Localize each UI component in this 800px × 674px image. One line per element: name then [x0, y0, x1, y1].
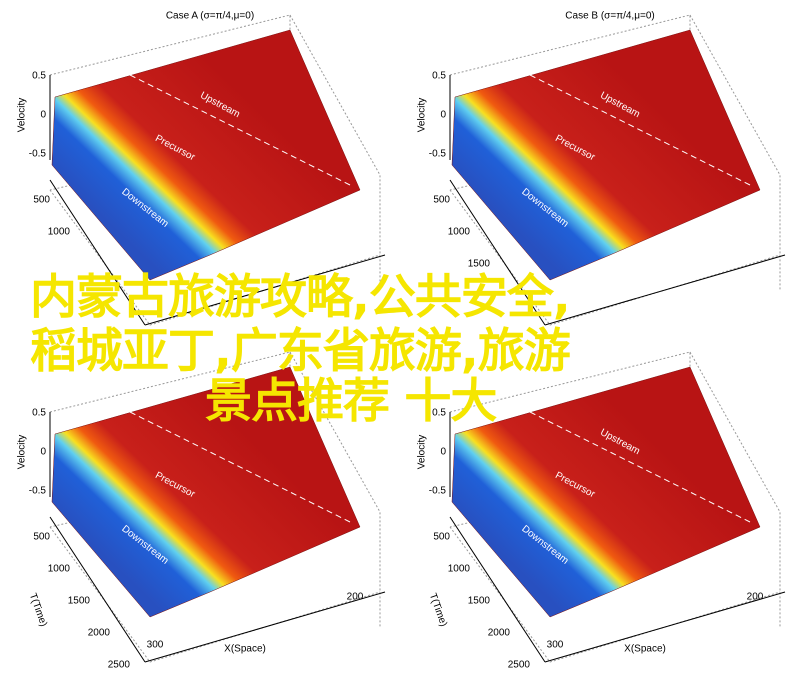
panel-title: Case B (σ=π/4,μ=0) [565, 11, 654, 22]
axis-line [144, 254, 386, 326]
axis-label: X(Space) [624, 644, 666, 655]
axis-label: T(Time) [427, 592, 449, 628]
axis-label: Velocity [417, 435, 428, 469]
tick-label: -0.5 [29, 486, 47, 497]
axis-line [49, 516, 146, 663]
surface [51, 366, 361, 618]
surface-panel: Velocity 0.5 0 -0.5 500 1000 1500 2000 2500 T(Tim… [417, 351, 786, 671]
tick-label: 0 [440, 110, 446, 121]
tick-label: 1000 [448, 564, 471, 575]
tick-label: 300 [147, 640, 164, 651]
front-dashed-line [529, 411, 751, 523]
front-dashed-line [129, 411, 351, 523]
axis-label: T(Time) [27, 592, 49, 628]
tick-label: 500 [433, 532, 450, 543]
tick-label: 2500 [508, 660, 531, 671]
tick-label: 2000 [488, 628, 511, 639]
tick-label: 1500 [68, 596, 91, 607]
box-wire [289, 351, 381, 627]
tick-label: 500 [33, 532, 50, 543]
tick-label: 1000 [48, 227, 71, 238]
axis-label: Velocity [417, 98, 428, 132]
tick-label: 0 [40, 447, 46, 458]
tick-label: -0.5 [29, 149, 47, 160]
overlay-text: 内蒙古旅游攻略,公共安全, [30, 270, 571, 325]
axis-line [544, 591, 786, 663]
tick-label: -0.5 [429, 486, 447, 497]
tick-label: 0 [40, 110, 46, 121]
overlay-text: 景点推荐 十大 [205, 374, 497, 429]
front-dashed-line [129, 74, 351, 186]
tick-label: 200 [347, 592, 364, 603]
tick-label: 1500 [468, 259, 491, 270]
tick-label: 2500 [108, 660, 131, 671]
surface [451, 366, 761, 618]
tick-label: 300 [547, 640, 564, 651]
axis-line [544, 254, 786, 326]
tick-label: 0.5 [432, 408, 446, 419]
axis-line [449, 179, 546, 326]
panel-title: Case A (σ=π/4,μ=0) [166, 11, 254, 22]
axis-line [449, 516, 546, 663]
tick-label: 1500 [468, 596, 491, 607]
box-wire [689, 351, 781, 627]
surface [451, 29, 761, 281]
axis-label: X(Space) [224, 644, 266, 655]
axis-label: Velocity [17, 435, 28, 469]
tick-label: 2000 [88, 628, 111, 639]
tick-label: 0 [440, 447, 446, 458]
box-wire [689, 14, 781, 290]
tick-label: 500 [433, 195, 450, 206]
axis-line [49, 179, 146, 326]
tick-label: 0.5 [432, 71, 446, 82]
surface-panel: Case A (σ=π/4,μ=0) Velocity 0.5 0 -0.5 500 100… [17, 11, 386, 326]
surface-panel: Case B (σ=π/4,μ=0) Velocity 0.5 0 -0.5 500 100… [417, 11, 786, 326]
front-dashed-line [529, 74, 751, 186]
tick-label: 200 [747, 592, 764, 603]
tick-label: 1000 [48, 564, 71, 575]
tick-label: -0.5 [429, 149, 447, 160]
axis-line [144, 591, 386, 663]
surface-panel: Velocity 0.5 0 -0.5 500 1000 1500 2000 2500 T(Tim… [17, 351, 386, 671]
axis-label: Velocity [17, 98, 28, 132]
tick-label: 500 [33, 195, 50, 206]
tick-label: 0.5 [32, 71, 46, 82]
overlay-text: 稻城亚丁,广东省旅游,旅游 [30, 324, 571, 379]
tick-label: 0.5 [32, 408, 46, 419]
tick-label: 1000 [448, 227, 471, 238]
surface [51, 29, 361, 281]
box-wire [289, 14, 381, 290]
